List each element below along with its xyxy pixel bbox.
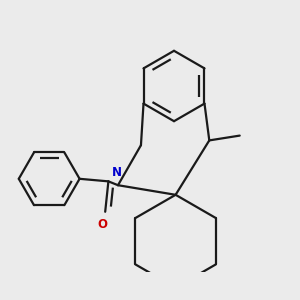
Text: O: O (98, 218, 108, 230)
Text: N: N (111, 166, 122, 179)
